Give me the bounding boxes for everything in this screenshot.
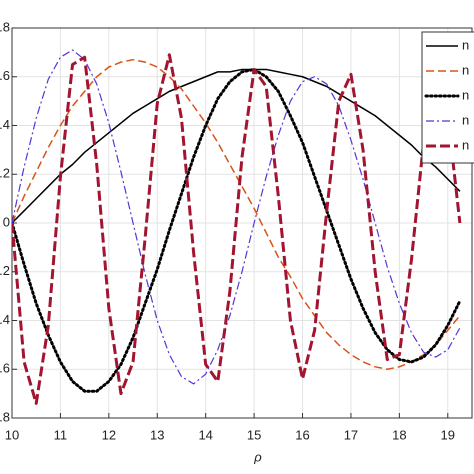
series-line <box>12 53 462 405</box>
series-line <box>12 49 461 385</box>
y-tick-label: -0.2 <box>0 263 10 278</box>
x-tick-label: 10 <box>5 427 19 442</box>
y-tick-label: 0 <box>3 214 10 229</box>
x-tick-label: 18 <box>392 427 406 442</box>
x-tick-label: 14 <box>198 427 212 442</box>
x-tick-label: 19 <box>441 427 455 442</box>
legend-label: n <box>462 87 469 102</box>
y-tick-label: 0.4 <box>0 117 10 132</box>
y-tick-label: -0.8 <box>0 409 10 424</box>
y-tick-label: 0.2 <box>0 166 10 181</box>
y-tick-label: -0.4 <box>0 312 10 327</box>
x-tick-label: 11 <box>54 427 68 442</box>
y-tick-label: -0.6 <box>0 361 10 376</box>
x-tick-label: 13 <box>150 427 164 442</box>
y-tick-label: 0.8 <box>0 19 10 34</box>
x-tick-label: 17 <box>344 427 358 442</box>
y-tick-label: 0.6 <box>0 68 10 83</box>
series-line <box>12 68 461 224</box>
legend-label: n <box>462 137 469 152</box>
x-tick-label: 16 <box>295 427 309 442</box>
series-line <box>12 67 462 393</box>
x-tick-label: 12 <box>102 427 116 442</box>
legend-label: n <box>462 62 469 77</box>
x-axis-label: ρ <box>253 449 262 464</box>
x-tick-label: 15 <box>247 427 261 442</box>
series-line <box>12 58 461 370</box>
legend-label: n <box>462 37 469 52</box>
legend-label: n <box>462 112 469 127</box>
